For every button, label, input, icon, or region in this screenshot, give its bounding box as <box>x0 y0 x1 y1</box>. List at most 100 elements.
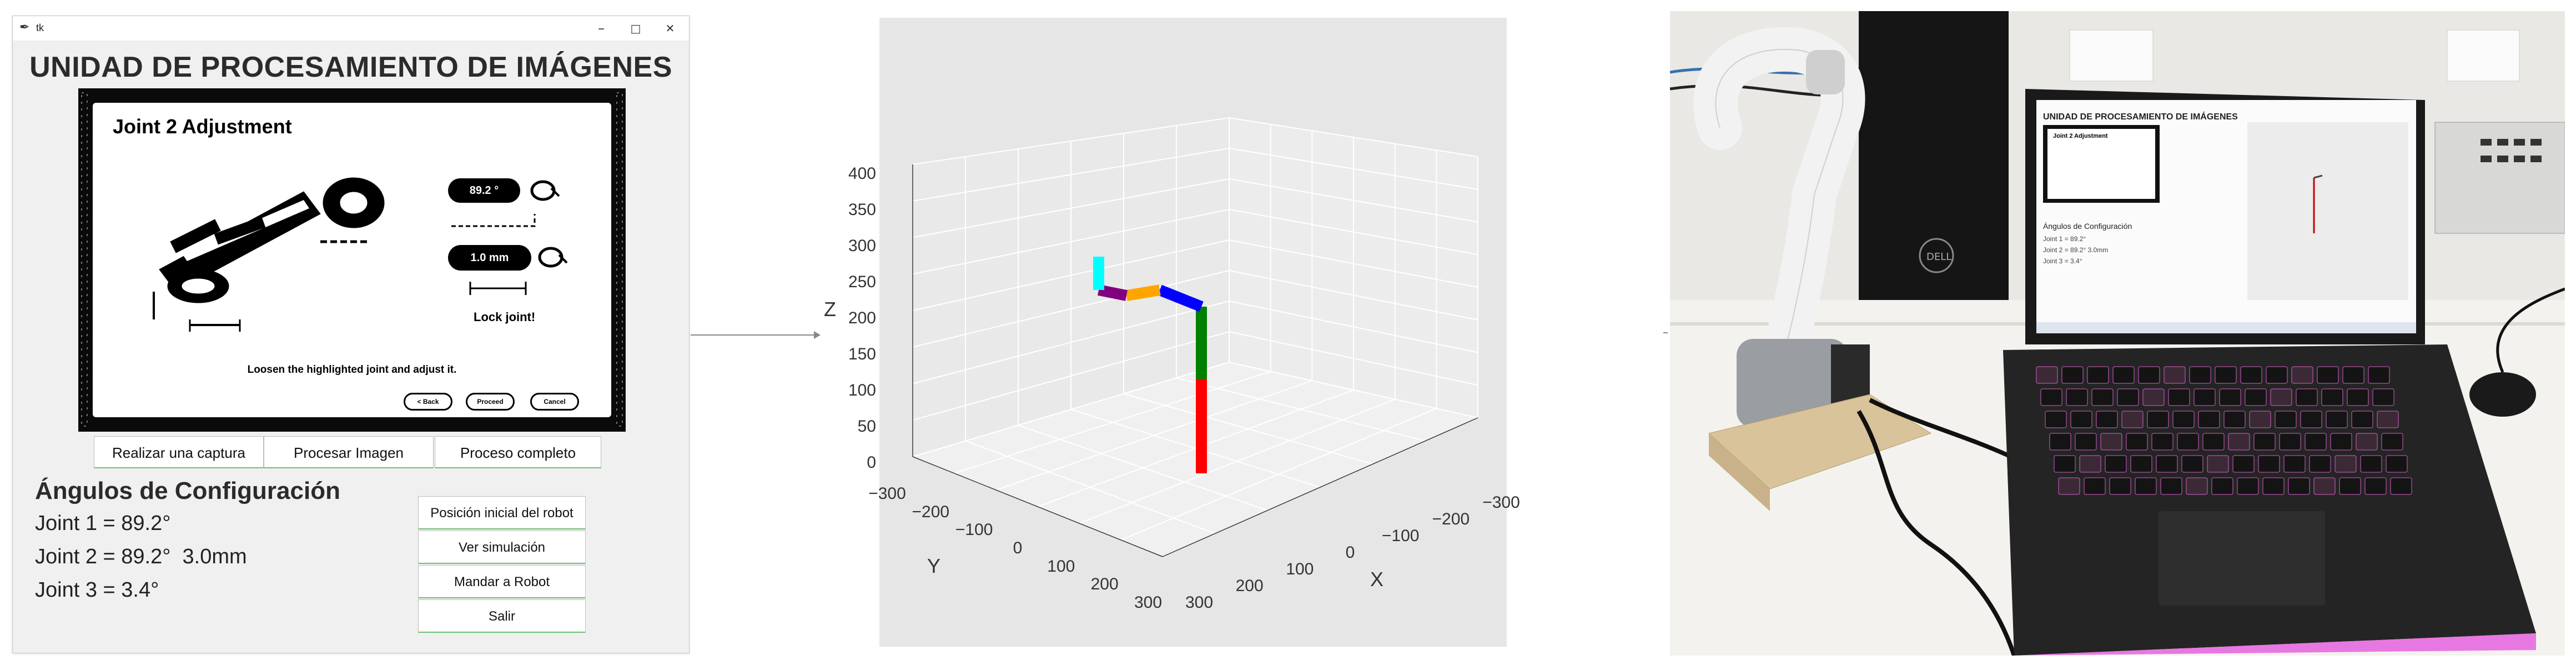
keyboard-key <box>2202 433 2225 451</box>
exit-button[interactable]: Salir <box>418 599 586 633</box>
y-tick-label: 200 <box>1090 575 1119 594</box>
robot-arm-model <box>1093 257 1207 473</box>
screen-joint-2: Joint 2 = 89.2° 3.0mm <box>2043 246 2108 254</box>
keyboard-key <box>2360 455 2382 473</box>
keyboard-key <box>2309 455 2331 473</box>
setup-photo: DELL UNIDAD DE PROCESAMIENTO DE IMÁGENES… <box>1670 11 2565 656</box>
keyboard-key <box>2189 366 2211 384</box>
keyboard-key <box>2339 477 2361 495</box>
arm-segment <box>1098 284 1128 301</box>
keyboard-key <box>2317 366 2339 384</box>
keyboard-key <box>2061 366 2084 384</box>
angle-wedge-icon <box>451 214 536 227</box>
back-button[interactable]: < Back <box>404 393 452 411</box>
cancel-button[interactable]: Cancel <box>530 393 579 411</box>
x-axis-label: X <box>1370 568 1384 591</box>
keyboard-key <box>2245 388 2267 406</box>
keyboard-key <box>2091 388 2114 406</box>
keyboard-key <box>2130 455 2152 473</box>
keyboard-key <box>2372 388 2394 406</box>
keyboard-key <box>2142 388 2165 406</box>
y-tick-label: 0 <box>1013 539 1023 557</box>
keyboard-key <box>2084 477 2106 495</box>
keyboard-key <box>2283 455 2306 473</box>
setup-scene: DELL UNIDAD DE PROCESAMIENTO DE IMÁGENES… <box>1670 11 2565 656</box>
y-tick-label: −200 <box>912 502 950 521</box>
minimize-button[interactable]: – <box>598 21 605 36</box>
screen-joint-1: Joint 1 = 89.2° <box>2043 235 2086 243</box>
lock-message: Lock joint! <box>474 310 536 324</box>
keyboard-key <box>2228 433 2250 451</box>
keyboard-key <box>2347 388 2369 406</box>
z-tick-label: 350 <box>848 201 876 219</box>
keyboard-key <box>2164 366 2186 384</box>
angles-heading: Ángulos de Configuración <box>35 477 340 504</box>
keyboard-key <box>2326 411 2348 428</box>
z-tick-label: 0 <box>867 453 876 472</box>
keyboard-key <box>2160 477 2182 495</box>
keyboard-key <box>2135 477 2157 495</box>
home-position-button[interactable]: Posición inicial del robot <box>418 496 586 529</box>
proceed-button[interactable]: Proceed <box>466 393 515 411</box>
keyboard-key <box>2253 433 2276 451</box>
keyboard-key <box>2198 411 2220 428</box>
keyboard-key <box>2087 366 2109 384</box>
keyboard-key <box>2045 411 2067 428</box>
z-tick-label: 100 <box>848 381 876 399</box>
keyboard-key <box>2237 477 2259 495</box>
keyboard-key <box>2207 455 2229 473</box>
keyboard-key <box>2291 366 2313 384</box>
keyboard-key <box>2368 366 2390 384</box>
keyboard-key <box>2177 433 2199 451</box>
knob-icon <box>530 180 560 201</box>
keyboard-key <box>2193 388 2216 406</box>
screen-subtitle: Joint 2 Adjustment <box>2053 133 2108 139</box>
maximize-button[interactable]: □ <box>630 22 641 35</box>
y-tick-label: 300 <box>1134 593 1163 612</box>
view-simulation-button[interactable]: Ver simulación <box>418 531 586 564</box>
grid-line <box>1176 377 1426 442</box>
grid-line <box>1229 362 1478 418</box>
z-axis-label: Z <box>824 298 836 321</box>
keyboard-key <box>2186 477 2208 495</box>
y-axis-label: Y <box>927 554 941 577</box>
laptop-keyboard <box>2036 366 2412 495</box>
keyboard-key <box>2364 477 2387 495</box>
keyboard-key <box>2147 411 2169 428</box>
full-process-button[interactable]: Proceso completo <box>435 436 601 468</box>
close-button[interactable]: ✕ <box>665 22 675 35</box>
keyboard-key <box>2215 366 2237 384</box>
robot-sketch <box>153 177 385 332</box>
keyboard-key <box>2211 477 2233 495</box>
tower-brand: DELL <box>1926 251 1951 263</box>
knob-icon <box>538 247 568 268</box>
x-tick-label: 100 <box>1286 560 1314 578</box>
keyboard-key <box>2066 388 2088 406</box>
keyboard-key <box>2040 388 2062 406</box>
x-tick-label: −100 <box>1381 527 1420 545</box>
keyboard-key <box>2036 366 2058 384</box>
keyboard-key <box>2070 411 2092 428</box>
keyboard-key <box>2075 433 2097 451</box>
keyboard-key <box>2156 455 2178 473</box>
plot-grid <box>912 117 1478 557</box>
keyboard-key <box>2300 411 2322 428</box>
arrow-head-icon <box>814 331 821 339</box>
keyboard-key <box>2096 411 2118 428</box>
title-bar: ✒ tk – □ ✕ <box>13 16 689 41</box>
screen-title: Joint 2 Adjustment <box>113 115 292 138</box>
keyboard-key <box>2356 433 2378 451</box>
keyboard-key <box>2342 366 2364 384</box>
keyboard-key <box>2275 411 2297 428</box>
feather-icon: ✒ <box>19 21 30 34</box>
send-to-robot-button[interactable]: Mandar a Robot <box>418 565 586 598</box>
keyboard-key <box>2232 455 2255 473</box>
process-image-button[interactable]: Procesar Imagen <box>264 436 434 468</box>
screen-heading: UNIDAD DE PROCESAMIENTO DE IMÁGENES <box>2043 111 2238 122</box>
page-title: UNIDAD DE PROCESAMIENTO DE IMÁGENES <box>29 51 672 83</box>
plot-3d <box>912 117 1479 557</box>
keyboard-key <box>2054 455 2076 473</box>
z-tick-label: 250 <box>848 273 876 291</box>
capture-button[interactable]: Realizar una captura <box>94 436 264 468</box>
keyboard-key <box>2219 388 2241 406</box>
